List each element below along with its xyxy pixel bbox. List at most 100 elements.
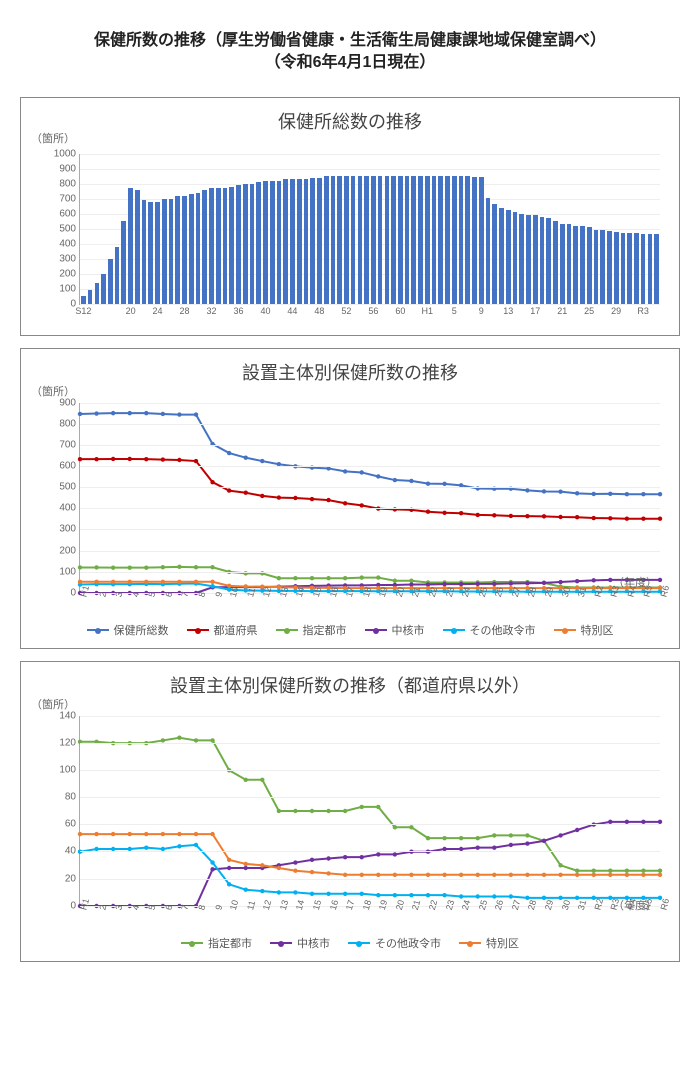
chart2-marker [293,576,297,580]
chart1-panel: 保健所総数の推移 （箇所） 01002003004005006007008009… [20,97,680,336]
chart1-bar [560,224,565,304]
chart1-bar [88,290,93,304]
chart1-bar [627,233,632,304]
legend-label: その他政令市 [375,935,441,951]
chart3-xtick: R6 [657,897,672,911]
chart3-plot: 020406080100120140H123456789101112131415… [79,716,660,907]
chart1-bar [634,233,639,303]
chart1-bar [263,181,268,304]
chart3-ytick: 100 [59,765,80,776]
chart2-marker [360,575,364,579]
chart1-bar [223,188,228,304]
chart3-marker [360,805,364,809]
chart1-xtick: 28 [180,304,190,316]
chart3-ytick: 60 [65,819,80,830]
chart2-gridline [80,466,660,467]
chart2-xtick: 27 [508,585,522,598]
chart2-legend-desig: 指定都市 [276,622,347,638]
chart2-xtick: 23 [442,585,456,598]
chart2-marker [558,515,562,519]
chart3-marker [194,738,198,742]
chart3-marker [575,828,579,832]
chart2-ytick: 800 [59,418,80,429]
chart1-bar [600,230,605,304]
chart2-svg [80,403,660,593]
chart1-bar [405,176,410,304]
chart2-legend-ward: 特別区 [554,622,614,638]
chart3-marker [260,777,264,781]
chart3-xtick: 20 [392,898,406,911]
chart2-marker [144,579,148,583]
chart2-legend-pref: 都道府県 [187,622,258,638]
chart3-marker [376,893,380,897]
chart3-gridline [80,716,660,717]
chart2-xtick: 19 [375,585,389,598]
chart2-ytick: 400 [59,503,80,514]
chart2-marker [509,514,513,518]
chart1-bar [654,234,659,304]
legend-swatch-icon [270,942,292,944]
chart2-marker [244,490,248,494]
chart1-bar [519,214,524,304]
chart3-marker [360,872,364,876]
chart1-xtick: 20 [126,304,136,316]
chart2-xtick: 14 [292,585,306,598]
chart2-gridline [80,529,660,530]
chart1-xtick: 60 [395,304,405,316]
chart3-xtick: 22 [425,898,439,911]
chart2-plot: 0100200300400500600700800900H12345678910… [79,403,660,594]
chart3-marker [575,872,579,876]
chart2-marker [194,459,198,463]
chart3-marker [409,825,413,829]
legend-swatch-icon [348,942,370,944]
chart3-marker [128,832,132,836]
legend-swatch-icon [181,942,203,944]
chart3-marker [409,893,413,897]
chart1-bar [155,202,160,304]
chart3-marker [509,833,513,837]
chart2-marker [128,411,132,415]
chart3-marker [558,863,562,867]
legend-label: 指定都市 [303,622,347,638]
chart3-marker [210,867,214,871]
chart2-marker [376,575,380,579]
chart2-xtick: 28 [524,585,538,598]
chart2-marker [111,579,115,583]
chart1-bar [236,185,241,304]
chart3-marker [78,832,82,836]
chart3-marker [525,841,529,845]
chart1-bar [108,259,113,304]
chart3-marker [161,738,165,742]
chart1-xtick: 25 [584,304,594,316]
chart3-marker [409,872,413,876]
chart1-bar [182,196,187,304]
chart1-bar [115,247,120,304]
chart1-bar [331,176,336,304]
chart2-marker [94,579,98,583]
chart1-bar [513,212,518,304]
legend-swatch-icon [87,629,109,631]
chart3-marker [509,872,513,876]
chart2-marker [161,565,165,569]
chart2-marker [641,492,645,496]
chart1-ytick: 900 [59,163,80,174]
chart3-marker [641,872,645,876]
chart3-title: 設置主体別保健所数の推移（都道府県以外） [31,672,669,698]
chart2-marker [210,584,214,588]
chart3-gridline [80,770,660,771]
chart3-xtick: 18 [359,898,373,911]
chart3-marker [492,872,496,876]
chart2-marker [625,516,629,520]
chart2-legend-other: その他政令市 [443,622,536,638]
chart1-bar [121,221,126,304]
chart1-ytick: 500 [59,223,80,234]
chart2-legend-core: 中核市 [365,622,425,638]
chart3-xtick: 19 [375,898,389,911]
chart2-marker [525,488,529,492]
chart2-xtick: 20 [392,585,406,598]
chart2-ytick: 100 [59,566,80,577]
chart1-bar [371,176,376,304]
chart1-bar [418,176,423,304]
chart1-xtick: 56 [368,304,378,316]
chart1-bar [411,176,416,304]
